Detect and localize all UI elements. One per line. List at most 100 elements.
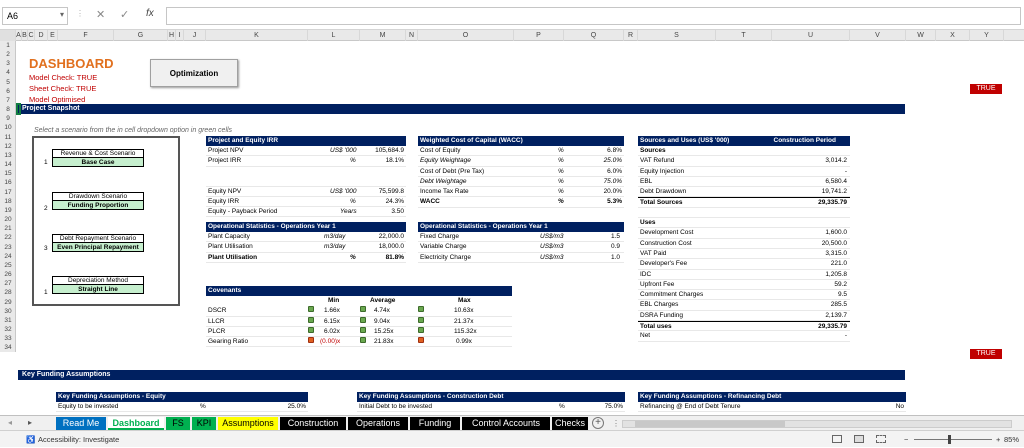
row-header[interactable]: 14 bbox=[4, 161, 12, 169]
column-header[interactable]: G bbox=[114, 30, 168, 41]
zoom-slider[interactable] bbox=[914, 439, 992, 440]
column-header[interactable]: S bbox=[638, 30, 716, 41]
row-header[interactable]: 22 bbox=[4, 234, 12, 242]
row-header[interactable]: 21 bbox=[4, 225, 12, 233]
sheet-tab[interactable]: Assumptions bbox=[218, 417, 278, 430]
sheet-tab[interactable]: Dashboard bbox=[108, 417, 164, 430]
sheet-tab[interactable]: FS bbox=[166, 417, 190, 430]
row-header[interactable]: 27 bbox=[4, 280, 12, 288]
row-header[interactable]: 12 bbox=[4, 142, 12, 150]
column-header[interactable]: R bbox=[624, 30, 638, 41]
normal-view-icon[interactable] bbox=[832, 435, 842, 443]
row-header[interactable]: 17 bbox=[4, 188, 12, 196]
row-header[interactable]: 28 bbox=[4, 289, 12, 297]
column-header[interactable]: K bbox=[206, 30, 308, 41]
column-header[interactable]: E bbox=[48, 30, 58, 41]
row-header[interactable]: 15 bbox=[4, 170, 12, 178]
page-layout-icon[interactable] bbox=[854, 435, 864, 443]
row-header[interactable]: 5 bbox=[6, 78, 10, 86]
scenario-dropdown-revenue-cost[interactable]: Base Case bbox=[52, 158, 144, 167]
zoom-slider-handle[interactable] bbox=[948, 435, 951, 444]
row-headers: 1 2 3 4 5 6 7 8 9 10 11 12 13 14 15 16 17 18 19 20 21 22 23 24 2… bbox=[0, 41, 16, 352]
column-header[interactable]: Q bbox=[564, 30, 624, 41]
cancel-icon[interactable]: ✕ bbox=[96, 9, 106, 21]
sources-uses-label: Debt Drawdown bbox=[640, 188, 687, 196]
row-header[interactable]: 32 bbox=[4, 326, 12, 334]
row-header[interactable]: 4 bbox=[6, 69, 10, 77]
sheet-tab[interactable]: Operations bbox=[348, 417, 408, 430]
sheet-tab[interactable]: Construction bbox=[280, 417, 346, 430]
column-header[interactable]: T bbox=[716, 30, 772, 41]
column-header[interactable]: U bbox=[772, 30, 850, 41]
row-header[interactable]: 9 bbox=[6, 115, 10, 123]
column-header[interactable]: F bbox=[58, 30, 114, 41]
row-header[interactable]: 11 bbox=[4, 133, 12, 141]
scenario-dropdown-depreciation[interactable]: Straight Line bbox=[52, 285, 144, 294]
row-header[interactable]: 13 bbox=[4, 151, 12, 159]
row-header[interactable]: 6 bbox=[6, 87, 10, 95]
column-header[interactable]: A bbox=[16, 30, 22, 41]
column-header[interactable]: N bbox=[406, 30, 418, 41]
accessibility-status[interactable]: Accessibility: Investigate bbox=[38, 435, 120, 444]
row-header[interactable]: 33 bbox=[4, 335, 12, 343]
row-header[interactable]: 2 bbox=[6, 51, 10, 59]
row-header[interactable]: 30 bbox=[4, 307, 12, 315]
column-header[interactable]: P bbox=[514, 30, 564, 41]
insert-function-icon[interactable]: fx bbox=[146, 8, 154, 19]
row-header[interactable]: 3 bbox=[6, 60, 10, 68]
scenario-dropdown-debt-repayment[interactable]: Even Principal Repayment bbox=[52, 243, 144, 252]
sheet-tab[interactable]: Funding bbox=[410, 417, 460, 430]
column-header[interactable]: Y bbox=[970, 30, 1004, 41]
enter-icon[interactable]: ✓ bbox=[120, 9, 130, 21]
zoom-in-icon[interactable]: + bbox=[996, 435, 1001, 444]
row-header[interactable]: 10 bbox=[4, 124, 12, 132]
row-header[interactable]: 16 bbox=[4, 179, 12, 187]
scroll-tabs-left-icon[interactable]: ◂ bbox=[8, 418, 13, 427]
column-header[interactable]: I bbox=[176, 30, 184, 41]
page-break-icon[interactable] bbox=[876, 435, 886, 443]
more-tabs-button[interactable]: ... bbox=[576, 417, 584, 427]
select-all-button[interactable] bbox=[0, 30, 16, 41]
row-header[interactable]: 26 bbox=[4, 271, 12, 279]
scrollbar-thumb[interactable] bbox=[635, 421, 785, 427]
scroll-tabs-right-icon[interactable]: ▸ bbox=[28, 418, 33, 427]
column-header[interactable]: C bbox=[28, 30, 35, 41]
column-header[interactable]: H bbox=[168, 30, 176, 41]
column-header[interactable]: L bbox=[308, 30, 360, 41]
sheet-tab[interactable]: Checks bbox=[552, 417, 588, 430]
sheet-tab[interactable]: Control Accounts bbox=[462, 417, 550, 430]
row-header[interactable]: 29 bbox=[4, 298, 12, 306]
add-sheet-icon[interactable]: + bbox=[592, 417, 604, 429]
scenario-dropdown-drawdown[interactable]: Funding Proportion bbox=[52, 201, 144, 210]
row-header[interactable]: 34 bbox=[4, 344, 12, 352]
zoom-out-icon[interactable]: − bbox=[904, 435, 909, 444]
column-header[interactable]: O bbox=[418, 30, 514, 41]
column-header[interactable]: D bbox=[35, 30, 48, 41]
row-header[interactable]: 1 bbox=[6, 42, 10, 49]
zoom-level[interactable]: 85% bbox=[1004, 435, 1020, 444]
row-header[interactable]: 8 bbox=[6, 106, 10, 114]
sheet-tab[interactable]: KPI bbox=[192, 417, 216, 430]
sheet-tab[interactable]: Read Me bbox=[56, 417, 106, 430]
row-header[interactable]: 25 bbox=[4, 261, 12, 269]
name-box[interactable]: A6 bbox=[2, 7, 68, 25]
horizontal-scrollbar[interactable] bbox=[622, 420, 1012, 428]
formula-input[interactable] bbox=[166, 7, 1021, 25]
column-header[interactable]: M bbox=[360, 30, 406, 41]
column-header[interactable]: V bbox=[850, 30, 906, 41]
row-header[interactable]: 18 bbox=[4, 197, 12, 205]
row-header[interactable]: 20 bbox=[4, 216, 12, 224]
row-header[interactable]: 31 bbox=[4, 316, 12, 324]
row-header[interactable]: 23 bbox=[4, 243, 12, 251]
column-header[interactable]: J bbox=[184, 30, 206, 41]
tab-bar-menu-icon[interactable]: ⋮ bbox=[612, 419, 620, 428]
column-header[interactable]: W bbox=[906, 30, 936, 41]
name-box-dropdown-icon[interactable]: ▾ bbox=[60, 10, 65, 19]
row-header[interactable]: 7 bbox=[6, 96, 10, 104]
column-header[interactable]: B bbox=[22, 30, 28, 41]
row-header[interactable]: 24 bbox=[4, 252, 12, 260]
optimization-button[interactable]: Optimization bbox=[150, 59, 238, 87]
row-header[interactable]: 19 bbox=[4, 206, 12, 214]
column-header[interactable]: X bbox=[936, 30, 970, 41]
ops-label: Plant Capacity bbox=[208, 233, 250, 240]
